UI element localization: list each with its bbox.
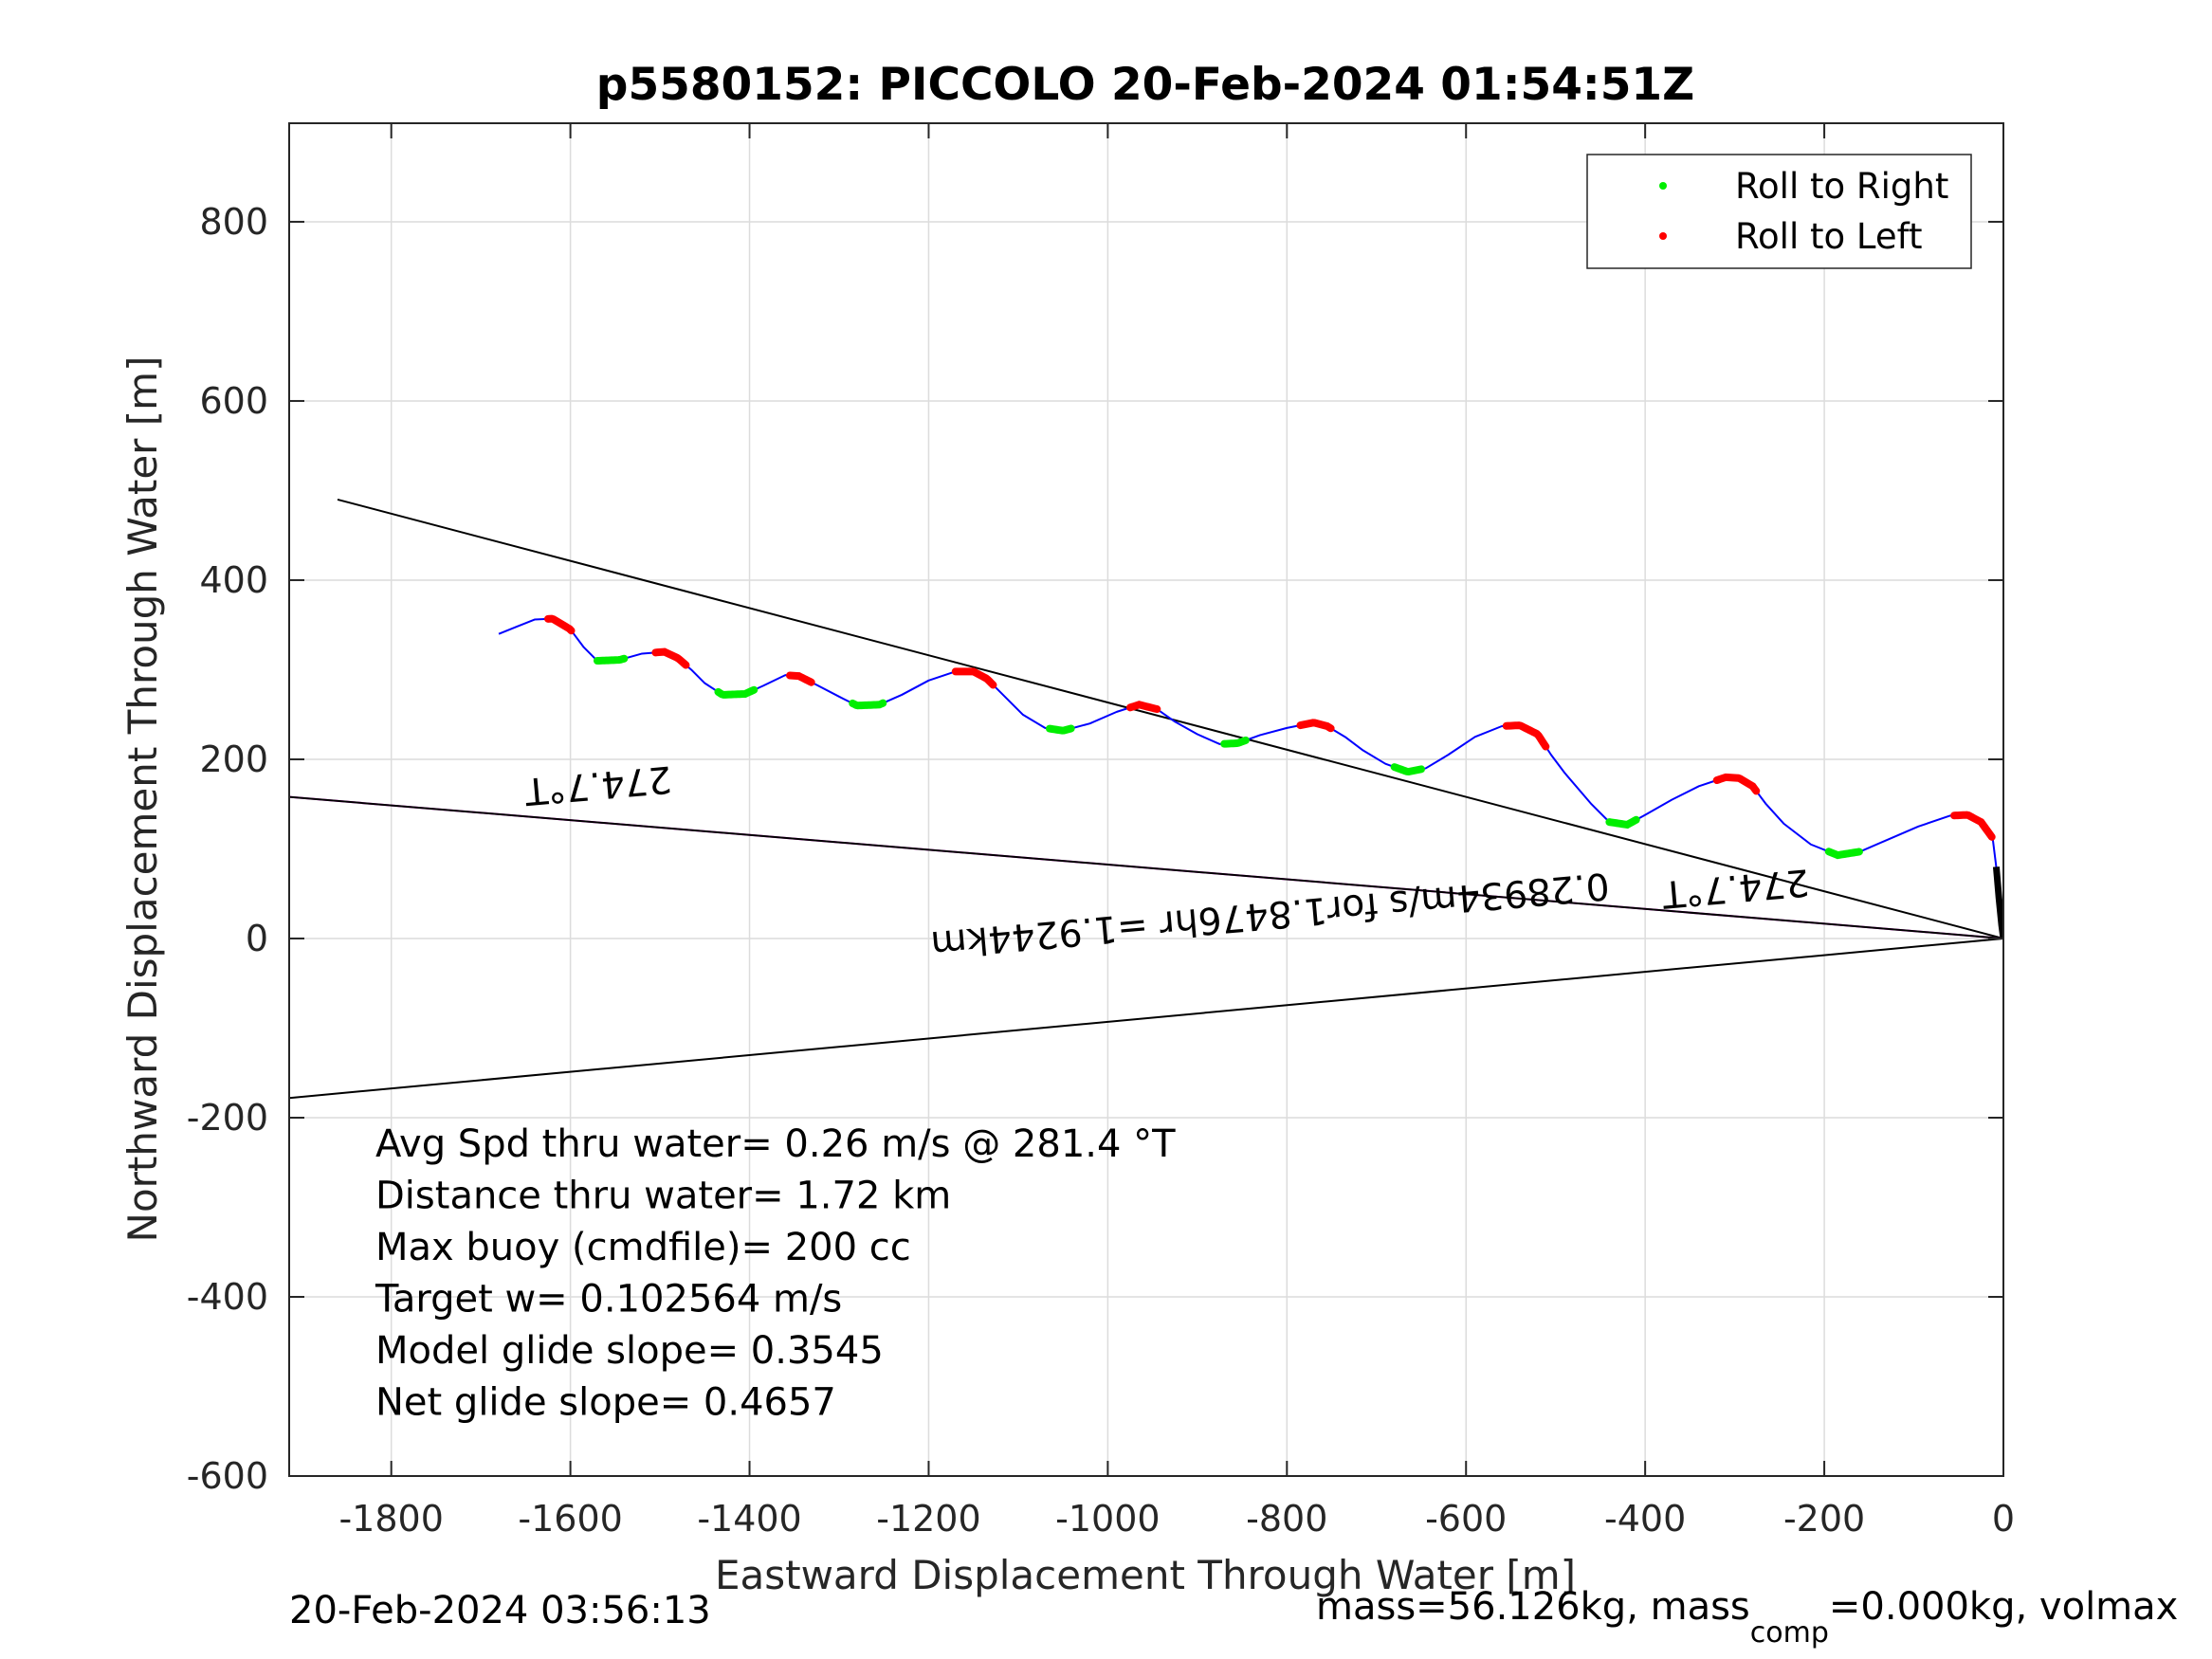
roll-left-segment xyxy=(543,614,576,635)
roll-right-segment xyxy=(1824,848,1863,860)
y-tick-label: -600 xyxy=(187,1455,268,1497)
footer-mass-subscript: comp xyxy=(1750,1616,1829,1650)
y-tick-label: -200 xyxy=(187,1097,268,1139)
y-ticks: -600 -400 -200 0 200 400 600 800 xyxy=(187,201,2003,1497)
roll-left-segment xyxy=(951,667,997,689)
x-tick-label: -400 xyxy=(1604,1498,1686,1540)
x-axis-label: Eastward Displacement Through Water [m] xyxy=(715,1552,1576,1598)
x-tick-label: -1400 xyxy=(697,1498,801,1540)
y-tick-label: 800 xyxy=(199,201,268,243)
x-tick-label: -1000 xyxy=(1055,1498,1160,1540)
footer-mass-suffix: =0.000kg, volmax xyxy=(1829,1585,2178,1629)
roll-right-segment xyxy=(593,654,629,665)
stat-line: Max buoy (cmdfile)= 200 cc xyxy=(375,1226,911,1269)
reference-line xyxy=(289,795,2003,939)
roll-right-segment xyxy=(1220,736,1250,748)
stats-block: Avg Spd thru water= 0.26 m/s @ 281.4 °T D… xyxy=(375,1122,1176,1425)
x-tick-label: -1600 xyxy=(518,1498,622,1540)
annotation-label: 274.7°T xyxy=(523,757,673,811)
legend-label-roll-left: Roll to Left xyxy=(1735,216,1923,257)
roll-left-segment xyxy=(786,671,815,686)
stat-line: Model glide slope= 0.3545 xyxy=(375,1329,884,1373)
stat-line: Net glide slope= 0.4657 xyxy=(375,1381,836,1425)
x-tick-label: -1800 xyxy=(338,1498,443,1540)
dive-segment xyxy=(1992,866,2003,939)
y-tick-label: 600 xyxy=(199,380,268,422)
y-tick-label: -400 xyxy=(187,1276,268,1318)
x-ticks: -1800 -1600 -1400 -1200 -1000 -800 -600 -400 -20… xyxy=(338,123,2015,1540)
stat-line: Target w= 0.102564 m/s xyxy=(375,1278,842,1322)
roll-right-segment xyxy=(1390,763,1425,776)
reference-lines xyxy=(289,498,2003,1100)
y-tick-label: 200 xyxy=(199,738,268,780)
y-tick-label: 400 xyxy=(199,559,268,601)
x-tick-label: -1200 xyxy=(876,1498,980,1540)
roll-left-segment xyxy=(651,647,690,669)
x-tick-label: -600 xyxy=(1425,1498,1507,1540)
reference-line xyxy=(289,937,2003,1100)
y-axis-label: Northward Displacement Through Water [m] xyxy=(119,356,166,1243)
y-tick-label: 0 xyxy=(246,918,268,959)
chart-title: p5580152: PICCOLO 20-Feb-2024 01:54:51Z xyxy=(596,59,1694,111)
stat-line: Distance thru water= 1.72 km xyxy=(375,1175,951,1218)
stat-line: Avg Spd thru water= 0.26 m/s @ 281.4 °T xyxy=(375,1122,1176,1166)
axes-box xyxy=(288,122,2004,1477)
roll-left-segment xyxy=(1125,701,1161,714)
x-tick-label: -200 xyxy=(1783,1498,1865,1540)
legend: Roll to Right Roll to Left xyxy=(1586,154,1972,269)
x-tick-label: 0 xyxy=(1992,1498,2015,1540)
roll-left-segment xyxy=(1502,721,1550,751)
roll-right-segment xyxy=(714,685,759,699)
roll-left-segment xyxy=(1950,811,1996,841)
roll-right-segment xyxy=(849,699,887,710)
roll-right-segment xyxy=(1045,724,1075,735)
roll-right-segment xyxy=(1605,815,1640,830)
roll-left-segment xyxy=(1712,773,1761,795)
legend-marker-roll-left xyxy=(1659,232,1667,240)
roll-markers xyxy=(543,614,1996,860)
legend-box xyxy=(1586,154,1972,269)
legend-marker-roll-right xyxy=(1659,182,1667,190)
legend-label-roll-right: Roll to Right xyxy=(1735,166,1948,207)
footer-timestamp: 20-Feb-2024 03:56:13 xyxy=(289,1589,711,1632)
footer-mass: mass=56.126kg, masscomp=0.000kg, volmax xyxy=(1316,1585,2178,1650)
x-tick-label: -800 xyxy=(1246,1498,1327,1540)
footer-mass-prefix: mass=56.126kg, mass xyxy=(1316,1585,1750,1629)
roll-left-segment xyxy=(1296,719,1335,733)
annotation-label: 274.7°T xyxy=(1660,860,1810,915)
